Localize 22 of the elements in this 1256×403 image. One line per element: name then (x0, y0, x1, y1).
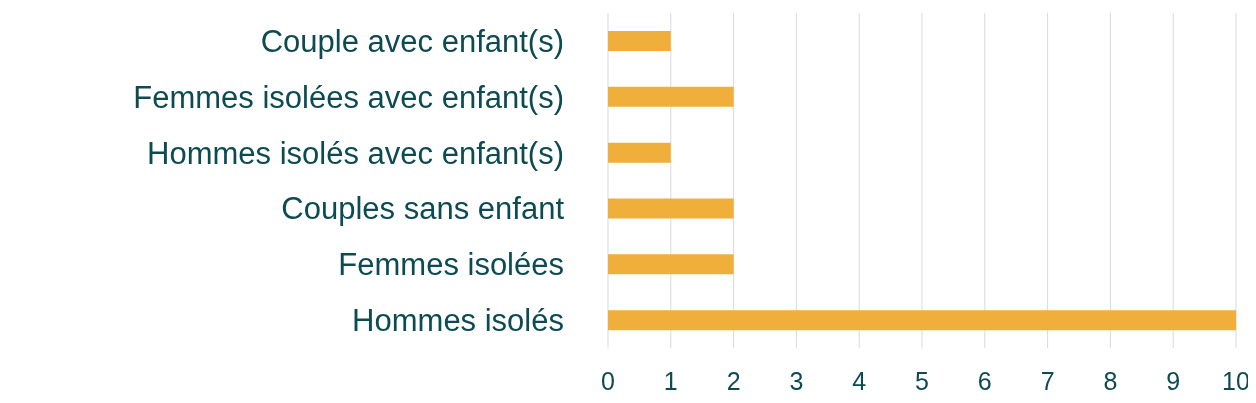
y-tick-label: Hommes isolés avec enfant(s) (147, 135, 564, 171)
y-tick-label: Couples sans enfant (281, 191, 565, 227)
x-tick-label: 6 (977, 366, 992, 395)
y-tick-label: Femmes isolées avec enfant(s) (133, 79, 564, 115)
y-tick-label: Hommes isolés (352, 303, 564, 339)
x-tick-label: 7 (1040, 366, 1055, 395)
bar (608, 254, 734, 275)
x-tick-label: 2 (726, 366, 741, 395)
bar (608, 310, 1236, 331)
x-tick-label: 4 (852, 366, 867, 395)
x-tick-label: 8 (1103, 366, 1118, 395)
x-tick-label: 0 (601, 366, 615, 395)
x-tick-label: 3 (789, 366, 804, 395)
bar (608, 198, 734, 219)
bar (608, 31, 671, 51)
y-tick-label: Couple avec enfant(s) (260, 23, 564, 59)
x-tick-label: 5 (915, 366, 929, 395)
y-tick-label: Femmes isolées (338, 247, 564, 283)
x-tick-label: 9 (1166, 366, 1181, 395)
bar (608, 86, 734, 107)
bar (608, 142, 671, 163)
x-tick-label: 1 (663, 366, 678, 395)
